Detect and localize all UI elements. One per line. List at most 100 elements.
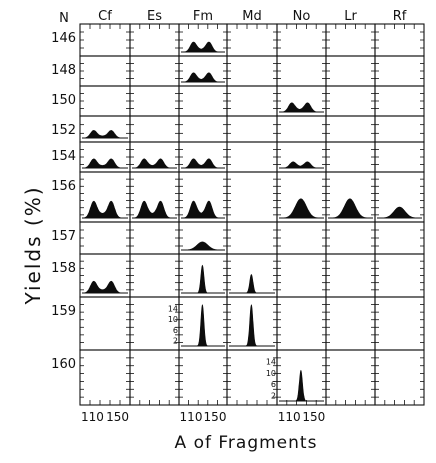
panel-cell [129,349,180,406]
yield-curve-cf-154 [82,158,127,169]
panel-cell [79,296,131,351]
panel-cell [325,349,376,406]
panel-cell [79,23,131,57]
yield-curve-es-156 [132,200,176,219]
panel-cell [276,23,327,57]
yield-curve-no-154 [280,161,323,169]
panel-cell [325,55,376,87]
x-tick-label: 110 [278,410,301,424]
x-tick-label: 110 [180,410,203,424]
dynamic-labels: Cf Es Fm Md No Lr Rf14614815015215415615715815… [51,9,407,424]
column-label-no: No [293,9,311,24]
panel-cell [129,115,180,143]
yield-scale-label: 14 [266,358,276,367]
yield-curve-rf-156 [378,206,421,219]
yield-curve-cf-158 [82,280,127,294]
yield-curve-es-154 [133,158,176,169]
panel-cell [374,23,425,57]
yield-curve-no-150 [280,102,323,113]
yield-scale-label: 6 [173,326,178,335]
panel-cell [178,115,228,143]
row-label-157: 157 [51,229,76,244]
column-label-rf: Rf [393,9,407,24]
yield-scale-label: 2 [173,337,178,346]
column-label-fm: Fm [193,9,213,24]
panel-cell [325,221,376,255]
panel-cell [276,55,327,87]
yield-scale-label: 2 [271,391,276,400]
panel-cell [374,221,425,255]
panel-cell [129,221,180,255]
panel-cell [276,253,327,298]
row-label-158: 158 [51,261,76,276]
row-label-148: 148 [51,63,76,78]
panel-cell [129,23,180,57]
yield-curve-md-158 [230,274,274,294]
panel-cell [276,296,327,351]
panel-cell [276,115,327,143]
panel-cell [374,349,425,406]
panel-cell [79,55,131,87]
yield-curve-fm-156 [182,200,224,219]
panel-cell [129,253,180,298]
x-tick-label: 150 [106,410,129,424]
x-tick-label: 150 [302,410,325,424]
panel-cell [226,171,278,223]
panel-cell [226,55,278,87]
row-label-156: 156 [51,179,76,194]
x-tick-label: 150 [204,410,227,424]
panel-cell [374,296,425,351]
yield-curve-fm-154 [182,158,224,169]
yield-curve-no-156 [280,198,323,219]
panel-cell [79,85,131,117]
row-label-146: 146 [51,31,76,46]
row-label-160: 160 [51,357,76,372]
row-label-152: 152 [51,123,76,138]
yield-curve-fm-148 [182,72,224,83]
panel-cell [374,55,425,87]
panel-cell [276,221,327,255]
x-tick-label: 110 [81,410,104,424]
yield-curve-cf-152 [83,130,127,139]
panel-cell [374,253,425,298]
panel-cell [178,85,228,117]
panel-cell [325,253,376,298]
row-label-154: 154 [51,149,76,164]
yield-curve-no-160 [280,369,323,402]
yield-scale-label: 14 [168,304,178,313]
row-label-150: 150 [51,93,76,108]
panel-cell [325,115,376,143]
panel-cell [129,55,180,87]
yield-curve-fm-158 [182,264,224,294]
panel-cell [325,141,376,173]
panel-cell [374,141,425,173]
y-axis-label: Yields (%) [21,185,45,305]
panel-cell [374,85,425,117]
yield-curve-md-159 [230,304,274,347]
yield-scale-label: 10 [266,369,276,378]
row-header-label: N [59,11,69,26]
distribution-curves [82,41,422,402]
panel-cell [226,23,278,57]
panel-cell [226,141,278,173]
column-label-lr: Lr [344,9,357,24]
panel-cell [325,296,376,351]
yield-curve-lr-156 [329,198,372,219]
panel-cell [226,115,278,143]
panel-ticks [80,24,424,405]
yield-curve-fm-157 [182,241,224,251]
yield-curve-fm-159 [182,304,224,347]
panel-cell [226,85,278,117]
column-label-md: Md [242,9,261,24]
yield-scale-label: 6 [271,380,276,389]
panel-cell [374,115,425,143]
panel-cell [79,349,131,406]
column-label-cf: Cf [98,9,112,24]
x-axis-label: A of Fragments [175,433,318,453]
panel-cell [79,221,131,255]
panel-cell [178,349,228,406]
panel-cell [325,23,376,57]
yield-curve-cf-156 [82,200,127,219]
yield-scale-label: 10 [168,315,178,324]
